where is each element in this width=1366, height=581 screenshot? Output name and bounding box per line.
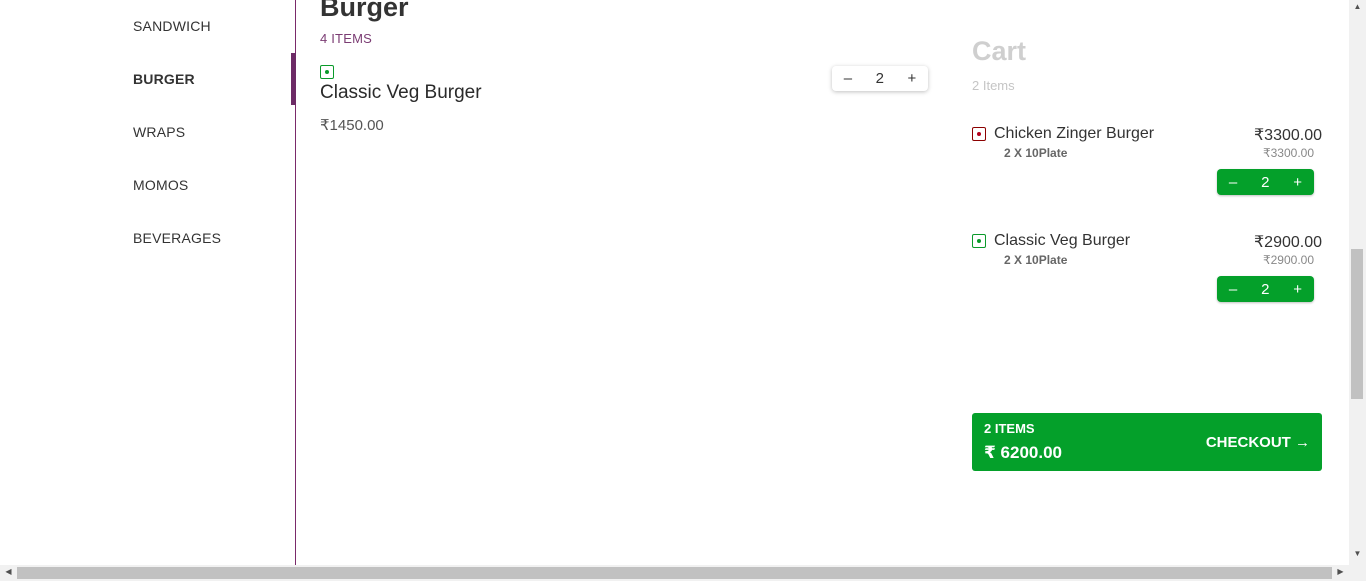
horizontal-scrollbar[interactable]: ◀ ▶ (0, 565, 1366, 581)
horizontal-scroll-thumb[interactable] (17, 567, 1332, 579)
increase-quantity-button[interactable]: + (1293, 173, 1303, 191)
quantity-value: 2 (1261, 280, 1270, 298)
cart-item-name: Chicken Zinger Burger (994, 125, 1155, 142)
quantity-value: 2 (1261, 173, 1270, 191)
checkout-label: CHECKOUT → (1205, 434, 1310, 451)
quantity-value: 2 (875, 70, 884, 87)
scroll-down-icon[interactable]: ▼ (1353, 549, 1362, 558)
checkout-total: ₹ 6200.00 (984, 443, 1063, 462)
category-sidebar: SANDWICH BURGER WRAPS MOMOS BEVERAGES (0, 0, 296, 565)
cart-item-quantity-stepper: – 2 + (1217, 169, 1314, 195)
cart-item-price: ₹3300.00 (1253, 127, 1322, 144)
scroll-up-icon[interactable]: ▲ (1353, 2, 1362, 11)
sidebar-item-sandwich[interactable]: SANDWICH (133, 18, 211, 34)
menu-section: Burger 4 ITEMS Classic Veg Burger ₹1450.… (320, 0, 940, 565)
sidebar-item-wraps[interactable]: WRAPS (133, 124, 186, 140)
cart-item-price: ₹2900.00 (1253, 234, 1322, 251)
sidebar-item-burger[interactable]: BURGER (133, 71, 195, 87)
sidebar-item-beverages[interactable]: BEVERAGES (133, 230, 222, 246)
veg-indicator-icon (972, 234, 986, 248)
section-title: Burger (320, 0, 409, 22)
checkout-item-count: 2 ITEMS (984, 421, 1035, 436)
menu-item-name: Classic Veg Burger (320, 82, 482, 103)
increase-quantity-button[interactable]: + (1293, 280, 1303, 298)
checkout-button[interactable]: 2 ITEMS ₹ 6200.00 CHECKOUT → (972, 413, 1322, 471)
decrease-quantity-button[interactable]: – (1228, 280, 1238, 298)
cart-item-quantity-stepper: – 2 + (1217, 276, 1314, 302)
cart-title: Cart (972, 36, 1027, 66)
cart-item-portion: 2 X 10Plate (1004, 146, 1068, 160)
menu-item-quantity-stepper: – 2 + (832, 66, 928, 91)
veg-indicator-icon (320, 65, 334, 79)
scroll-left-icon[interactable]: ◀ (5, 567, 12, 576)
active-category-indicator (291, 53, 296, 105)
vertical-scrollbar[interactable]: ▲ ▼ (1349, 0, 1366, 565)
decrease-quantity-button[interactable]: – (843, 70, 853, 87)
sidebar-item-momos[interactable]: MOMOS (133, 177, 189, 193)
decrease-quantity-button[interactable]: – (1228, 173, 1238, 191)
cart-item-name: Classic Veg Burger (994, 232, 1131, 249)
cart-panel: Cart 2 Items Chicken Zinger Burger 2 X 1… (972, 0, 1322, 565)
cart-row: Chicken Zinger Burger 2 X 10Plate ₹3300.… (972, 125, 1322, 205)
cart-item-subprice: ₹2900.00 (1262, 253, 1314, 267)
cart-item-subprice: ₹3300.00 (1262, 146, 1314, 160)
cart-row: Classic Veg Burger 2 X 10Plate ₹2900.00 … (972, 232, 1322, 312)
non-veg-indicator-icon (972, 127, 986, 141)
cart-item-portion: 2 X 10Plate (1004, 253, 1068, 267)
vertical-scroll-thumb[interactable] (1351, 249, 1363, 399)
scroll-right-icon[interactable]: ▶ (1337, 567, 1344, 576)
increase-quantity-button[interactable]: + (907, 70, 917, 87)
section-item-count: 4 ITEMS (320, 31, 372, 46)
cart-item-count: 2 Items (972, 78, 1015, 93)
menu-item-price: ₹1450.00 (320, 117, 384, 134)
